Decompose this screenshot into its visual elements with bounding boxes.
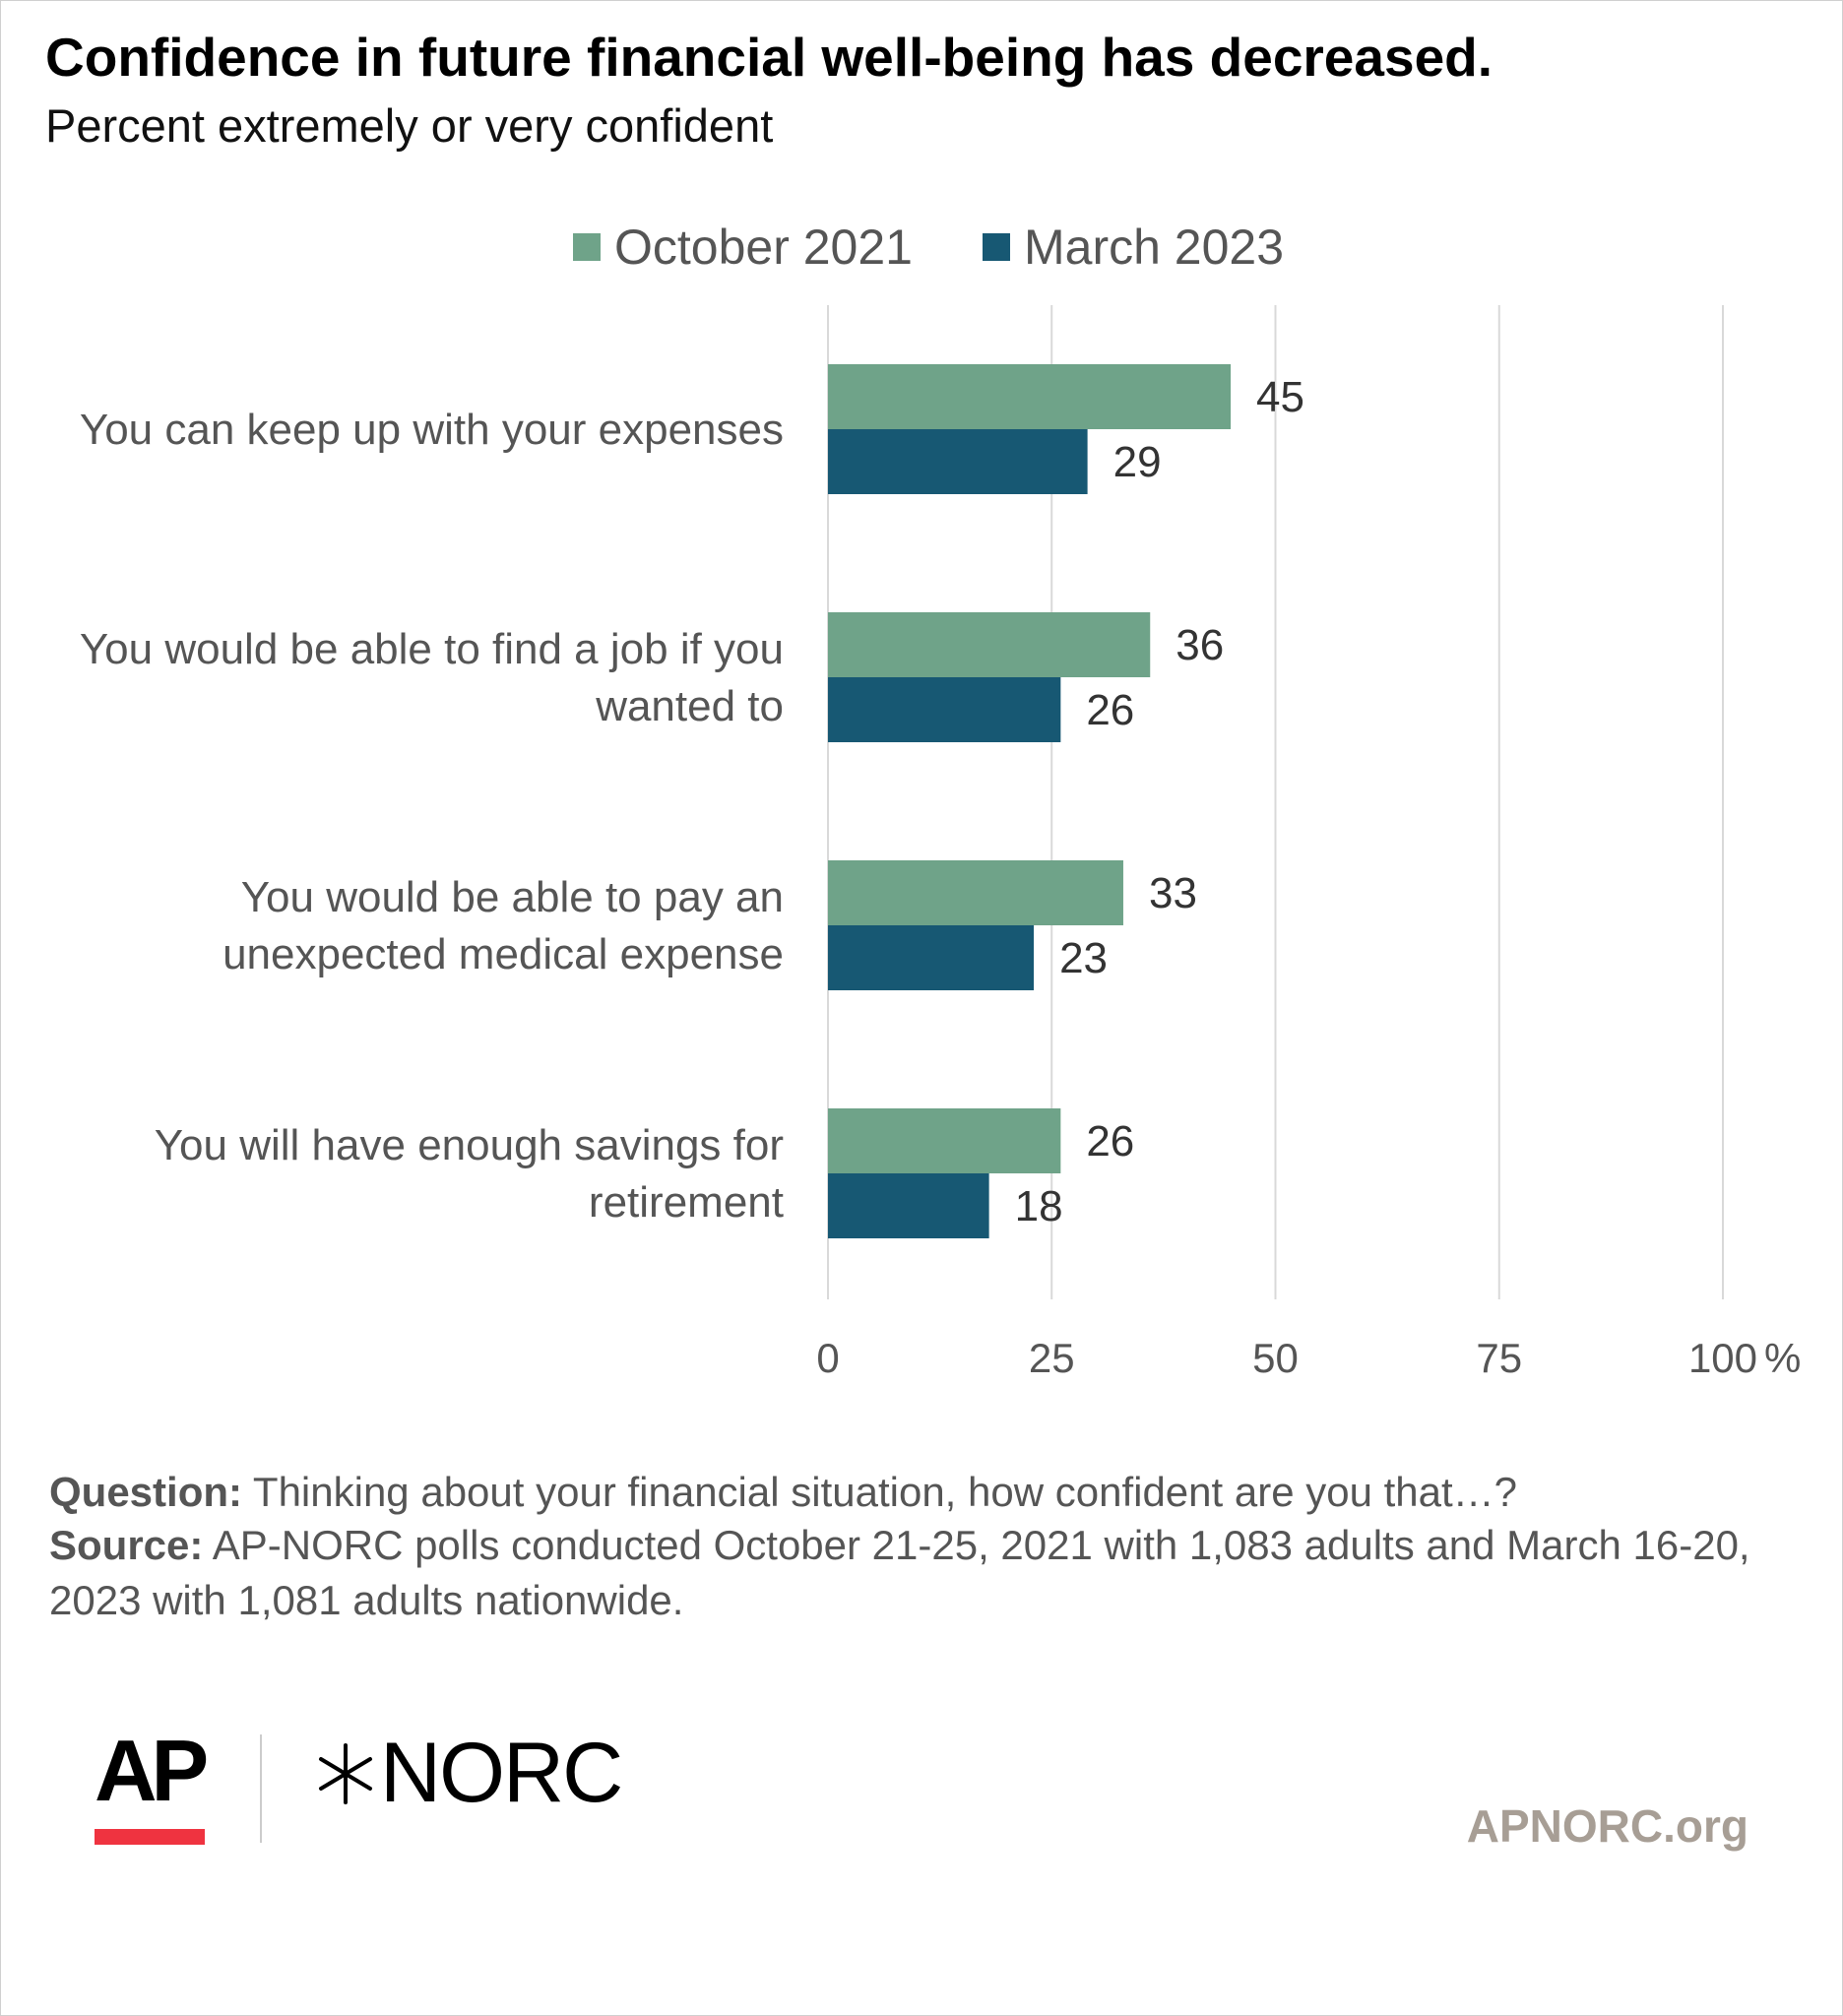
bar-october-2021-3 — [828, 1108, 1061, 1173]
x-tick-label-0: 0 — [816, 1335, 839, 1381]
bar-march-2023-0 — [828, 429, 1088, 494]
value-label-march-2023-3: 18 — [1015, 1182, 1063, 1230]
ap-logo-bar — [95, 1829, 205, 1845]
chart-title: Confidence in future financial well-bein… — [45, 27, 1493, 88]
value-label-october-2021-1: 36 — [1176, 621, 1224, 669]
bar-chart: 0 25 50 75 100 % 45 29 You can keep up with your… — [80, 305, 1801, 1381]
question-text: Thinking about your financial situation,… — [242, 1469, 1518, 1515]
legend-item-march-2023: March 2023 — [983, 219, 1284, 276]
category-label-3-line-0: You will have enough savings for — [155, 1121, 784, 1169]
legend-swatch-october-2021 — [573, 233, 601, 261]
footnote-question: Question: Thinking about your financial … — [49, 1465, 1802, 1520]
category-label-2-line-1: unexpected medical expense — [222, 930, 784, 978]
category-label-0-line-0: You can keep up with your expenses — [80, 406, 784, 454]
logo-divider — [260, 1734, 262, 1843]
bar-march-2023-2 — [828, 925, 1035, 990]
chart-legend: October 2021 March 2023 — [0, 219, 1843, 278]
ap-logo: AP — [95, 1721, 209, 1849]
norc-logo-text: NORC — [380, 1726, 623, 1820]
value-label-march-2023-1: 26 — [1086, 686, 1134, 734]
value-label-october-2021-2: 33 — [1149, 869, 1197, 917]
category-label-1-line-0: You would be able to find a job if you — [80, 625, 784, 673]
x-tick-label-25: 25 — [1029, 1335, 1075, 1381]
x-tick-label-75: 75 — [1476, 1335, 1522, 1381]
bar-march-2023-1 — [828, 677, 1061, 742]
norc-logo: NORC — [313, 1725, 623, 1822]
source-text: AP-NORC polls conducted October 21-25, 2… — [49, 1522, 1750, 1623]
x-axis-unit: % — [1764, 1335, 1801, 1381]
source-label: Source: — [49, 1522, 204, 1568]
bar-march-2023-3 — [828, 1173, 989, 1238]
footnote-source: Source: AP-NORC polls conducted October … — [49, 1518, 1802, 1628]
category-label-3-line-1: retirement — [589, 1178, 784, 1227]
question-label: Question: — [49, 1469, 242, 1515]
category-label-2-line-0: You would be able to pay an — [241, 873, 784, 921]
bar-october-2021-0 — [828, 364, 1232, 429]
value-label-october-2021-3: 26 — [1086, 1117, 1134, 1166]
legend-label-march-2023: March 2023 — [1024, 220, 1285, 275]
x-tick-label-50: 50 — [1252, 1335, 1299, 1381]
ap-logo-text: AP — [95, 1722, 209, 1819]
bar-october-2021-1 — [828, 612, 1151, 677]
legend-swatch-march-2023 — [983, 233, 1010, 261]
bar-october-2021-2 — [828, 860, 1123, 925]
x-tick-label-100: 100 — [1688, 1335, 1757, 1381]
legend-item-october-2021: October 2021 — [573, 219, 913, 276]
value-label-october-2021-0: 45 — [1256, 373, 1304, 421]
value-label-march-2023-0: 29 — [1113, 438, 1162, 486]
category-label-1-line-1: wanted to — [595, 682, 784, 730]
value-label-march-2023-2: 23 — [1059, 934, 1108, 982]
norc-star-icon — [319, 1742, 372, 1804]
legend-label-october-2021: October 2021 — [614, 220, 913, 275]
chart-subtitle: Percent extremely or very confident — [45, 99, 774, 152]
website-link[interactable]: APNORC.org — [1466, 1800, 1748, 1852]
